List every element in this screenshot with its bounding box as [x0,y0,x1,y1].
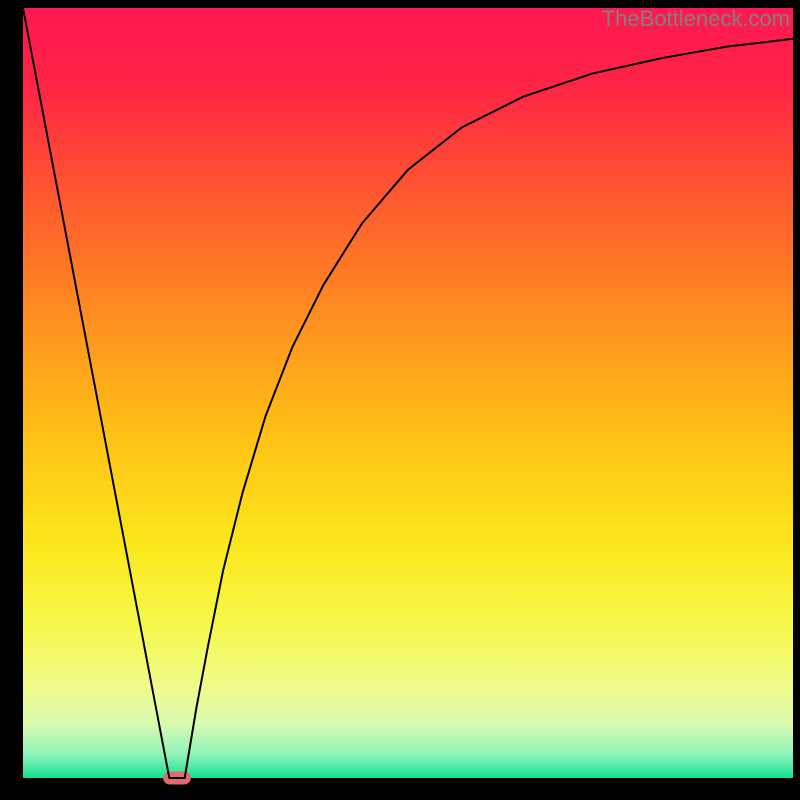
chart-container: TheBottleneck.com [0,0,800,800]
watermark-text: TheBottleneck.com [602,6,790,32]
bottleneck-curve [23,8,793,778]
curve-overlay [0,0,800,800]
